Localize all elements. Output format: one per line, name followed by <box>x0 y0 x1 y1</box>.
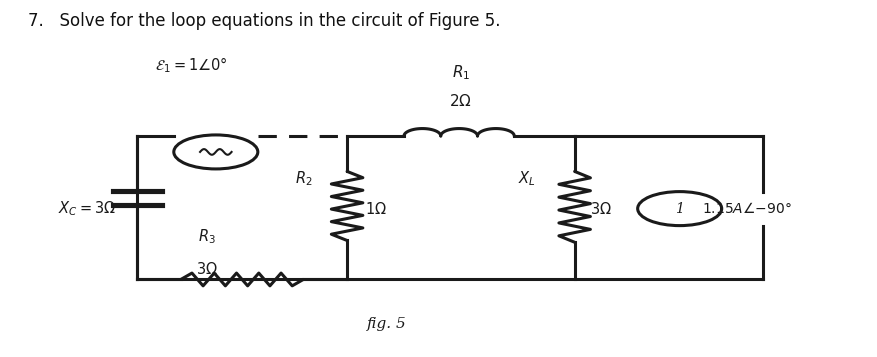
Text: $R_1$: $R_1$ <box>451 63 469 82</box>
Text: $X_L$: $X_L$ <box>517 169 535 188</box>
Text: $3\Omega$: $3\Omega$ <box>196 261 217 277</box>
Text: 7.   Solve for the loop equations in the circuit of Figure 5.: 7. Solve for the loop equations in the c… <box>27 12 500 30</box>
Text: $R_3$: $R_3$ <box>198 228 216 246</box>
Text: $X_C = 3\Omega$: $X_C = 3\Omega$ <box>58 199 116 218</box>
Text: $R_2$: $R_2$ <box>294 169 311 188</box>
Text: $1\Omega$: $1\Omega$ <box>364 201 386 217</box>
Text: $\mathcal{E}_1 = 1\angle 0°$: $\mathcal{E}_1 = 1\angle 0°$ <box>154 55 227 75</box>
Text: 1: 1 <box>674 202 683 216</box>
Text: $2\Omega$: $2\Omega$ <box>449 92 472 109</box>
Text: $1.15A\angle{-90°}$: $1.15A\angle{-90°}$ <box>701 201 790 216</box>
Text: $3\Omega$: $3\Omega$ <box>588 201 610 217</box>
Text: fig. 5: fig. 5 <box>367 317 406 331</box>
